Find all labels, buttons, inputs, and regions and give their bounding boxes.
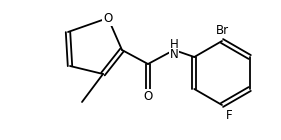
Text: N: N bbox=[170, 48, 178, 61]
Text: F: F bbox=[226, 109, 233, 122]
Text: Br: Br bbox=[216, 24, 228, 37]
Text: H: H bbox=[170, 38, 178, 52]
Text: O: O bbox=[143, 90, 153, 103]
Text: O: O bbox=[103, 11, 113, 24]
